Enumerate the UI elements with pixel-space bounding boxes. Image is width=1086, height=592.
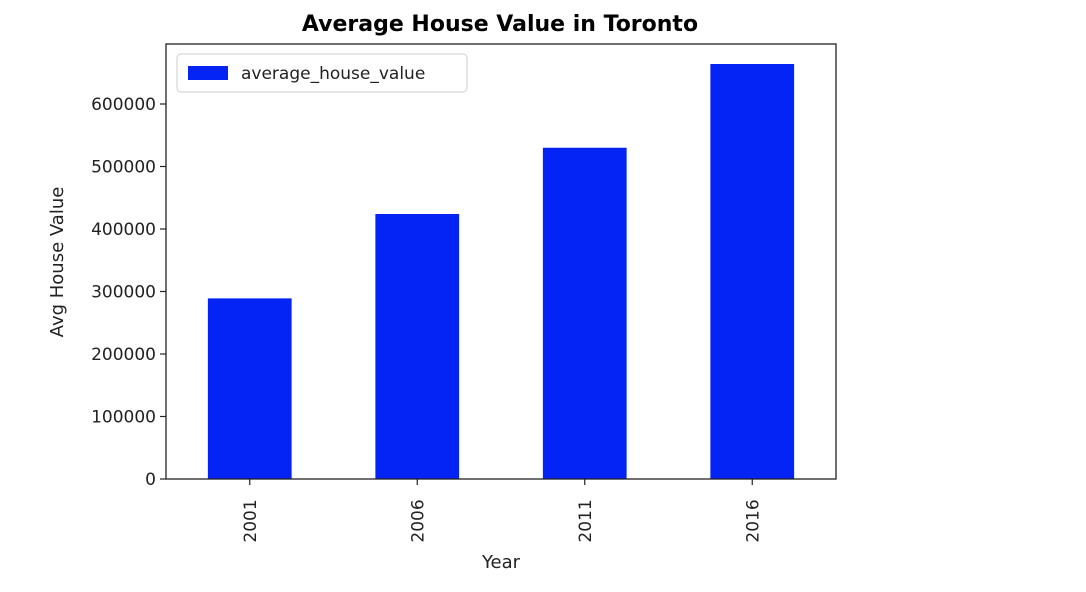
legend-label: average_house_value — [241, 64, 425, 84]
chart-title: Average House Value in Toronto — [302, 12, 698, 37]
y-tick-label: 500000 — [91, 158, 156, 178]
bar-2006 — [375, 214, 460, 479]
x-tick-label: 2011 — [576, 499, 596, 542]
bars-layer — [207, 64, 795, 479]
y-axis-label: Avg House Value — [47, 187, 68, 338]
y-tick-label: 200000 — [91, 345, 156, 365]
legend: average_house_value — [176, 53, 468, 93]
legend-box — [176, 53, 468, 93]
y-tick-label: 400000 — [91, 220, 156, 240]
bar-2001 — [207, 298, 292, 479]
y-tick-label: 0 — [145, 470, 156, 490]
bar-2011 — [542, 147, 627, 479]
plot-area-frame — [165, 43, 837, 480]
x-tick-label: 2001 — [241, 499, 261, 542]
x-tick-label: 2016 — [743, 499, 763, 542]
ticks-layer: 2001 2006 2011 2016 0 100000 200000 300000 40000… — [91, 95, 763, 543]
legend-swatch — [188, 66, 228, 80]
bar-2016 — [710, 64, 795, 479]
y-tick-label: 600000 — [91, 95, 156, 115]
y-tick-label: 100000 — [91, 408, 156, 428]
y-tick-label: 300000 — [91, 283, 156, 303]
x-axis-label: Year — [481, 552, 521, 573]
x-tick-label: 2006 — [408, 499, 428, 542]
